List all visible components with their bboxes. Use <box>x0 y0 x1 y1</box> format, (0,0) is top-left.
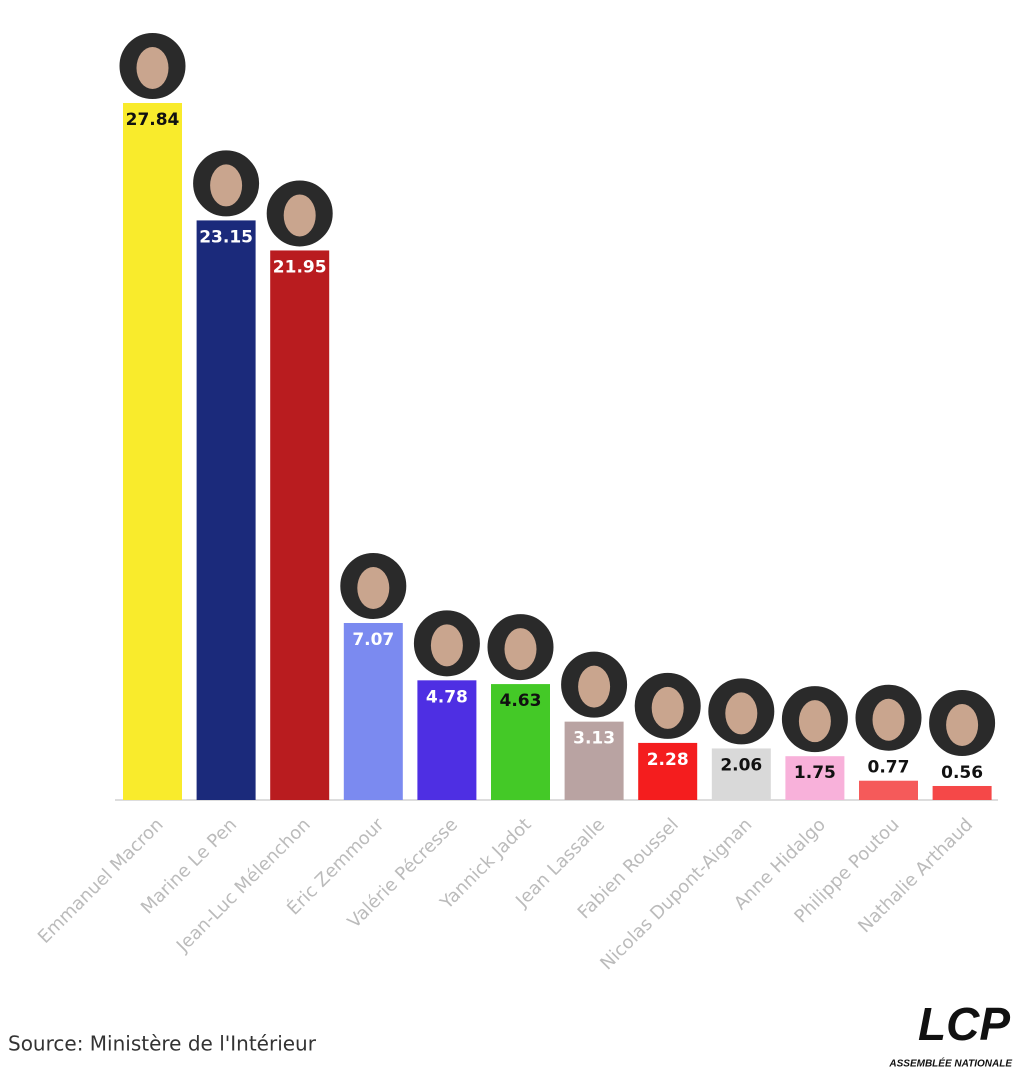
bar <box>859 780 918 800</box>
portrait-face <box>357 566 390 609</box>
value-label: 4.63 <box>500 691 542 711</box>
bar <box>932 785 992 800</box>
portrait-face <box>725 692 758 735</box>
value-label: 27.84 <box>126 110 180 130</box>
bar <box>196 220 256 800</box>
bar <box>638 742 698 800</box>
bar <box>711 748 771 800</box>
x-tick-label: Jean-Luc Mélenchon <box>172 814 315 957</box>
portrait-face <box>798 700 831 743</box>
value-label: 21.95 <box>273 257 327 277</box>
portrait-face <box>504 628 537 671</box>
bar <box>343 622 403 800</box>
value-label: 2.28 <box>647 750 689 770</box>
bar <box>417 680 477 800</box>
portrait-face <box>283 194 316 237</box>
bar <box>491 684 550 800</box>
value-label: 7.07 <box>352 630 394 650</box>
portrait-face <box>946 703 979 746</box>
bar <box>564 721 624 800</box>
value-label: 0.56 <box>941 763 983 783</box>
value-label: 4.78 <box>426 687 468 707</box>
bar <box>270 250 330 801</box>
bar <box>123 103 182 800</box>
value-label: 23.15 <box>199 227 253 247</box>
portrait-face <box>136 47 169 89</box>
portrait-face <box>872 698 905 741</box>
value-label: 0.77 <box>868 758 910 778</box>
value-label: 1.75 <box>794 763 836 783</box>
source: Source: Ministère de l'Intérieur <box>8 1032 317 1056</box>
logo-name: LCP <box>918 998 1010 1050</box>
portrait-face <box>651 686 684 729</box>
portrait-face <box>210 164 243 207</box>
value-label: 2.06 <box>720 755 762 775</box>
portrait-face <box>430 624 463 667</box>
value-label: 3.13 <box>573 729 615 749</box>
portrait-face <box>578 665 611 708</box>
x-tick-label: Emmanuel Macron <box>34 814 168 948</box>
x-tick-label: Nicolas Dupont-Aignan <box>596 814 756 974</box>
bar <box>785 756 845 800</box>
logo-subtitle: ASSEMBLÉE NATIONALE <box>888 1057 1012 1070</box>
